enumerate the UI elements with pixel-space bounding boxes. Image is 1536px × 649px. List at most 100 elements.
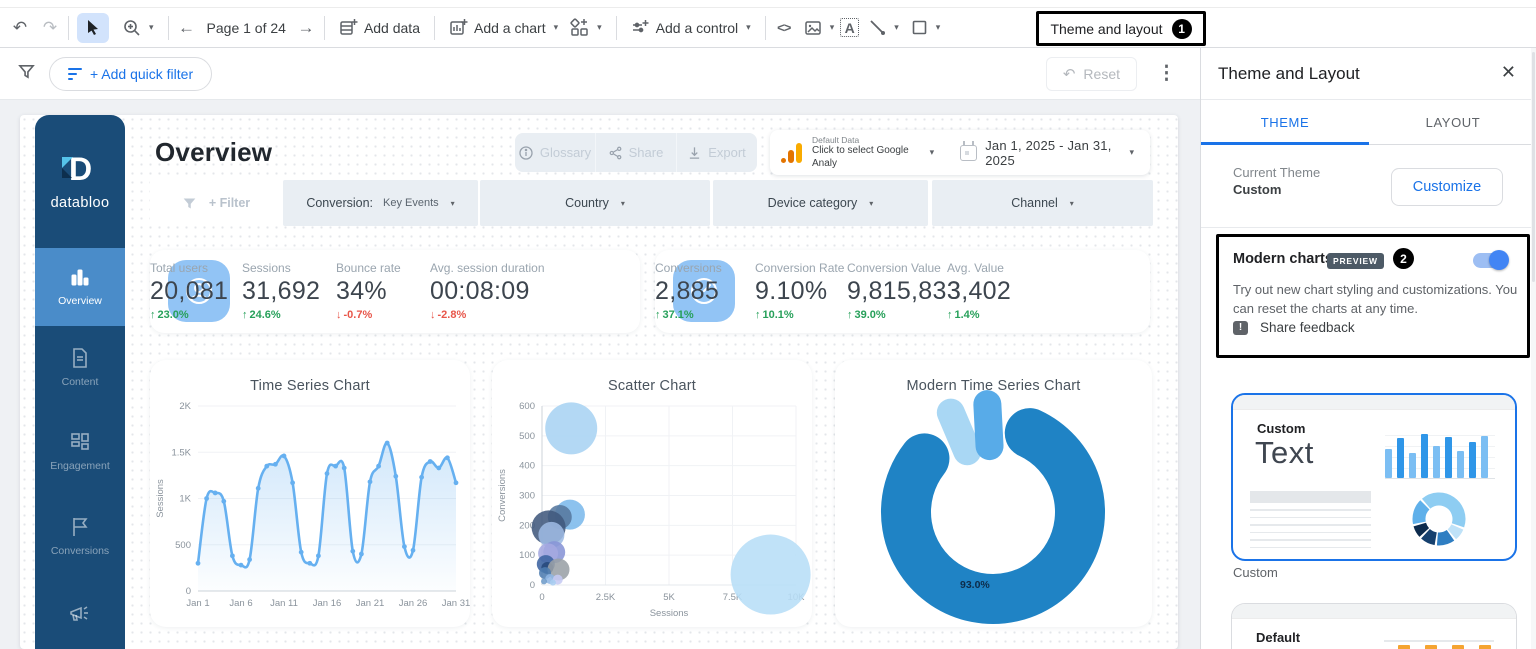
report-page[interactable]: D databloo Overview Content Engagement (20, 115, 1178, 649)
customize-button[interactable]: Customize (1391, 168, 1503, 206)
annotation-box-2 (1216, 234, 1530, 358)
modern-charts-toggle[interactable] (1473, 250, 1509, 270)
svg-text:Jan 26: Jan 26 (399, 598, 428, 609)
preview-header-strip (1232, 604, 1516, 619)
share-feedback-link[interactable]: ! Share feedback (1233, 320, 1355, 335)
annotation-badge-1: 1 (1171, 18, 1192, 39)
trend-arrow-icon: ↓ (336, 309, 342, 321)
svg-text:Sessions: Sessions (650, 608, 689, 619)
tab-theme[interactable]: THEME (1260, 115, 1310, 130)
report-canvas: D databloo Overview Content Engagement (0, 100, 1200, 649)
line-icon (870, 20, 886, 35)
trend-arrow-icon: ↑ (947, 309, 953, 321)
annotation-box-1: Theme and layout 1 (1036, 11, 1206, 46)
share-button[interactable]: Share (596, 133, 677, 172)
panel-header: Theme and Layout ✕ (1201, 48, 1536, 100)
sidebar-item-engagement[interactable]: Engagement (35, 409, 125, 494)
theme-option-custom[interactable]: Custom Text (1231, 393, 1517, 561)
current-theme-label: Current Theme (1233, 165, 1321, 180)
glossary-button[interactable]: Glossary (515, 133, 596, 172)
kpi-delta: ↑ 39.0% (847, 309, 886, 321)
add-chart-button[interactable]: Add a chart ▾ (443, 14, 564, 41)
scatter-chart[interactable]: Scatter Chart 0 100 200 300 400 500 600 0 2.5K 5K… (492, 360, 812, 627)
scatter-plot: 010020030040050060002.5K5K7.5K10KSession… (497, 401, 811, 619)
data-source-selector[interactable]: Default Data Click to select Google Anal… (812, 134, 909, 169)
shape-tool-button[interactable]: ▾ (905, 15, 947, 40)
theme-layout-button[interactable]: Theme and layout (1050, 20, 1163, 37)
undo-icon[interactable]: ↶ (12, 17, 28, 37)
active-tab-indicator (1201, 142, 1369, 145)
preview-text-lines (1250, 509, 1371, 554)
reset-undo-icon: ↶ (1062, 65, 1076, 83)
sidebar-item-conversions[interactable]: Conversions (35, 494, 125, 579)
sidebar-item-overview[interactable]: Overview (35, 248, 125, 326)
filter-chip-country[interactable]: Country ▾ (480, 180, 710, 226)
chevron-down-icon: ▾ (869, 198, 874, 208)
add-image-button[interactable]: ▾ (798, 15, 841, 41)
time-series-chart[interactable]: Time Series Chart 0 500 1K 1.5K 2K Jan 1 Jan 6… (150, 360, 470, 627)
chevron-down-icon: ▾ (935, 22, 941, 32)
calendar-icon (960, 140, 978, 161)
add-quick-filter-button[interactable]: + Add quick filter (49, 56, 213, 91)
annotation-badge-2: 2 (1393, 248, 1414, 269)
chevron-down-icon: ▾ (620, 198, 625, 208)
line-tool-button[interactable]: ▾ (863, 15, 905, 40)
page-indicator[interactable]: Page 1 of 24 (206, 19, 286, 36)
preview-header-strip (1233, 395, 1515, 410)
sidebar-item-content[interactable]: Content (35, 326, 125, 409)
text-tool-icon[interactable]: A (840, 18, 860, 37)
redo-icon[interactable]: ↷ (42, 17, 58, 37)
select-tool-button[interactable] (77, 12, 109, 43)
magnifier-icon (124, 19, 140, 36)
trend-arrow-icon: ↑ (150, 309, 156, 321)
kpi-delta: ↑ 23.0% (150, 309, 189, 321)
chevron-down-icon: ▾ (894, 22, 899, 32)
kpi-card-users[interactable]: Total users 20,081 ↑ 23.0% Sessions 31,69… (150, 250, 640, 333)
previous-page-icon[interactable]: ← (178, 17, 196, 37)
modern-time-series-chart[interactable]: Modern Time Series Chart 93.0% (835, 360, 1152, 627)
donut-plot: 93.0% (881, 390, 1105, 624)
filter-chip-conversion[interactable]: Conversion: Key Events ▾ (283, 180, 478, 226)
filter-funnel-icon[interactable] (18, 63, 35, 85)
theme-option-default[interactable]: Default (1231, 603, 1517, 649)
svg-text:500: 500 (519, 431, 535, 442)
reset-button[interactable]: ↶ Reset (1045, 56, 1137, 91)
report-filter-row: + Filter Conversion: Key Events ▾ Countr… (150, 180, 1155, 226)
svg-text:500: 500 (175, 540, 191, 551)
brand-logo: D databloo (35, 115, 125, 248)
community-visualizations-button[interactable]: ▾ (564, 14, 608, 41)
kpi-delta: ↑ 24.6% (242, 309, 281, 321)
svg-text:Jan 1: Jan 1 (186, 598, 209, 609)
kpi-metric: Avg. Value 3,402 ↑ 1.4% (947, 261, 1012, 321)
svg-text:Conversions: Conversions (497, 469, 508, 522)
add-filter-chip[interactable]: + Filter (150, 180, 282, 226)
embed-url-icon[interactable]: <> (777, 20, 791, 35)
add-data-icon (340, 19, 358, 35)
divider (167, 15, 169, 40)
filter-chip-channel[interactable]: Channel ▾ (932, 180, 1153, 226)
export-button[interactable]: Export (677, 133, 757, 172)
kpi-metric: Conversion Value 9,815,833 ↑ 39.0% (847, 261, 961, 321)
filter-chip-device-category[interactable]: Device category ▾ (713, 180, 928, 226)
sidebar-item-promotion[interactable] (35, 579, 125, 649)
svg-text:1.5K: 1.5K (171, 447, 191, 458)
date-range-selector[interactable]: Jan 1, 2025 - Jan 31, 2025 (985, 137, 1112, 168)
quick-filter-bar: + Add quick filter ↶ Reset ⋮ (0, 48, 1200, 100)
add-data-button[interactable]: Add data (333, 14, 426, 41)
close-icon[interactable]: ✕ (1500, 62, 1516, 82)
next-page-icon[interactable]: → (297, 17, 315, 37)
more-options-icon[interactable]: ⋮ (1157, 63, 1176, 84)
tab-layout[interactable]: LAYOUT (1425, 115, 1481, 130)
chevron-down-icon[interactable]: ▾ (1129, 147, 1134, 157)
brand-name: databloo (50, 194, 110, 211)
flag-icon (73, 518, 88, 536)
panel-scrollbar[interactable] (1531, 48, 1536, 649)
add-control-button[interactable]: Add a control ▾ (625, 15, 757, 40)
trend-arrow-icon: ↓ (430, 309, 436, 321)
chevron-down-icon[interactable]: ▾ (929, 147, 935, 157)
chevron-down-icon: ▾ (829, 22, 835, 32)
kpi-card-conversions[interactable]: Conversions 2,885 ↑ 37.1% Conversion Rate… (655, 250, 1150, 333)
kpi-delta: ↑ 37.1% (655, 309, 694, 321)
zoom-tool-button[interactable]: ▾ (117, 15, 160, 41)
